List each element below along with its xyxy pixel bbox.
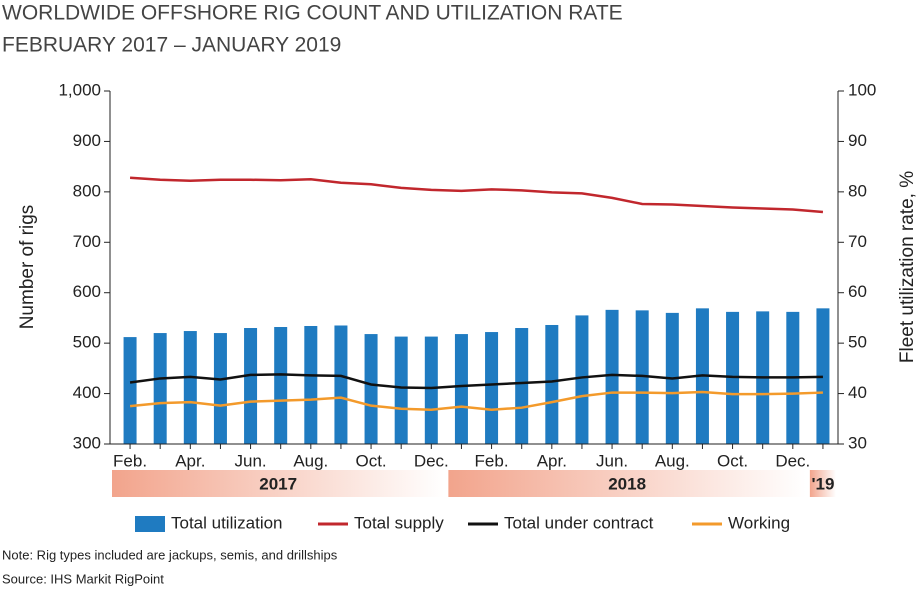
y-tick-label: 900 (73, 131, 101, 150)
line (129, 390, 823, 411)
x-tick-label: Oct. (717, 451, 748, 470)
x-tick-label: Feb. (475, 451, 509, 470)
y2-tick-label: 40 (848, 383, 867, 402)
bar (485, 332, 499, 444)
bar (605, 309, 619, 444)
y2-tick-label: 50 (848, 333, 867, 352)
x-tick-label: Oct. (355, 451, 386, 470)
y2-tick-label: 60 (848, 282, 867, 301)
bar (424, 336, 438, 444)
year-label: 2017 (259, 474, 297, 493)
bar (394, 336, 408, 444)
bar (515, 328, 529, 444)
bar (213, 333, 227, 444)
y-tick-label: 300 (73, 433, 101, 452)
year-band (112, 470, 445, 497)
x-tick-label: Jun. (596, 451, 628, 470)
year-band (809, 470, 836, 497)
y2-tick-label: 30 (848, 433, 867, 452)
y-tick-label: 800 (73, 181, 101, 200)
chart-title: WORLDWIDE OFFSHORE RIG COUNT AND UTILIZA… (2, 2, 623, 25)
y2-axis-label: Fleet utilization rate, % (897, 171, 918, 363)
legend-label: Total utilization (171, 513, 283, 532)
bar (575, 315, 589, 444)
legend-label: Total under contract (504, 513, 654, 532)
bar (635, 310, 649, 444)
y-tick-label: 500 (73, 333, 101, 352)
y-axis-label: Number of rigs (17, 205, 38, 330)
x-tick-label: Jun. (234, 451, 266, 470)
x-tick-label: Aug. (655, 451, 690, 470)
bar (334, 325, 348, 444)
bar (304, 325, 318, 444)
y2-tick-label: 100 (848, 80, 876, 99)
y2-tick-label: 70 (848, 232, 867, 251)
y2-tick-label: 90 (848, 131, 867, 150)
bar (454, 334, 468, 444)
chart-subtitle: FEBRUARY 2017 – JANUARY 2019 (2, 34, 341, 57)
year-band (448, 470, 806, 497)
bar (816, 308, 830, 444)
note: Note: Rig types included are jackups, se… (2, 547, 338, 562)
legend-swatch (135, 516, 165, 532)
x-tick-label: Apr. (175, 451, 205, 470)
line (129, 373, 823, 390)
bar (364, 334, 378, 444)
x-tick-label: Apr. (537, 451, 567, 470)
y-tick-label: 600 (73, 282, 101, 301)
y-tick-label: 1,000 (58, 80, 101, 99)
legend-label: Working (728, 513, 790, 532)
bar (153, 333, 167, 444)
legend-label: Total supply (354, 513, 444, 532)
bar (183, 331, 197, 444)
line (129, 176, 824, 214)
y2-tick-label: 80 (848, 181, 867, 200)
bar (244, 328, 258, 444)
x-tick-label: Aug. (293, 451, 328, 470)
x-tick-label: Feb. (113, 451, 147, 470)
x-tick-label: Dec. (414, 451, 449, 470)
source: Source: IHS Markit RigPoint (2, 571, 164, 586)
bar (545, 324, 559, 444)
bar (274, 327, 288, 444)
year-label: '19 (811, 474, 834, 493)
y-tick-label: 400 (73, 383, 101, 402)
x-tick-label: Dec. (775, 451, 810, 470)
year-label: 2018 (608, 474, 646, 493)
y-tick-label: 700 (73, 232, 101, 251)
bar (123, 337, 137, 444)
